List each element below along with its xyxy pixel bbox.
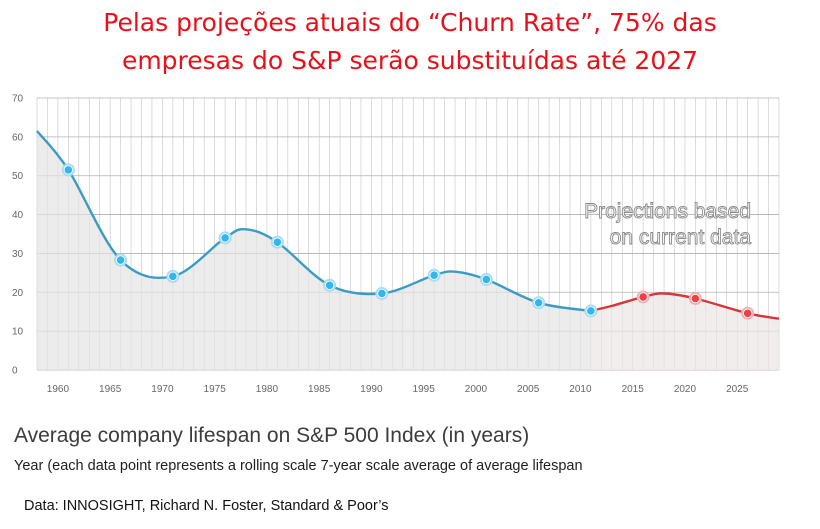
projection-point bbox=[743, 308, 753, 318]
y-tick-label: 30 bbox=[12, 249, 24, 260]
projection-area bbox=[590, 293, 779, 370]
history-point bbox=[586, 306, 596, 316]
projection-point bbox=[690, 293, 700, 304]
x-axis-ticks: 1960 1965 1970 1975 1980 1985 1990 1995 2000 2005… bbox=[47, 384, 749, 395]
annotation-line: on current data bbox=[610, 226, 752, 249]
history-point bbox=[272, 237, 282, 247]
x-tick-label: 1970 bbox=[151, 384, 174, 395]
history-point bbox=[377, 288, 387, 299]
headline-line-2: empresas do S&P serão substituídas até 2… bbox=[121, 46, 699, 75]
chart-caption-subtitle: Year (each data point represents a rolli… bbox=[14, 458, 583, 474]
x-tick-label: 1985 bbox=[308, 384, 331, 395]
lifespan-chart: 0 10 20 30 40 50 60 70 1960 1965 1970 1975 1980 1985… bbox=[12, 94, 780, 395]
chart-caption-title: Average company lifespan on S&P 500 Inde… bbox=[14, 424, 530, 447]
y-tick-label: 50 bbox=[12, 171, 24, 182]
y-axis-ticks: 0 10 20 30 40 50 60 70 bbox=[12, 94, 24, 377]
history-point bbox=[116, 255, 126, 265]
x-tick-label: 2015 bbox=[622, 384, 645, 395]
chart-markers bbox=[61, 163, 755, 320]
x-tick-label: 1995 bbox=[413, 384, 436, 395]
x-tick-label: 1965 bbox=[99, 384, 122, 395]
x-tick-label: 2020 bbox=[674, 384, 697, 395]
x-tick-label: 1990 bbox=[360, 384, 383, 395]
x-tick-label: 1980 bbox=[256, 384, 279, 395]
y-tick-label: 10 bbox=[12, 327, 24, 338]
y-tick-label: 20 bbox=[12, 288, 24, 299]
x-tick-label: 2000 bbox=[465, 384, 488, 395]
projection-annotation: Projections based on current data bbox=[584, 200, 752, 250]
history-point bbox=[63, 165, 73, 175]
history-point bbox=[325, 280, 335, 290]
x-tick-label: 1960 bbox=[47, 384, 70, 395]
history-point bbox=[429, 270, 439, 280]
projection-point bbox=[638, 292, 648, 302]
history-area bbox=[37, 131, 591, 370]
x-tick-label: 2025 bbox=[726, 384, 749, 395]
data-source: Data: INNOSIGHT, Richard N. Foster, Stan… bbox=[24, 498, 389, 514]
x-tick-label: 2010 bbox=[569, 384, 592, 395]
y-tick-label: 0 bbox=[12, 366, 18, 377]
history-point bbox=[168, 271, 178, 281]
history-point bbox=[534, 298, 544, 308]
y-tick-label: 70 bbox=[12, 94, 24, 105]
x-tick-label: 1975 bbox=[204, 384, 227, 395]
history-point bbox=[481, 274, 491, 285]
headline-line-1: Pelas projeções atuais do “Churn Rate”, … bbox=[103, 8, 717, 37]
headline: Pelas projeções atuais do “Churn Rate”, … bbox=[0, 4, 820, 80]
y-tick-label: 60 bbox=[12, 132, 24, 143]
chart-area bbox=[37, 131, 779, 370]
history-point bbox=[220, 233, 230, 243]
y-tick-label: 40 bbox=[12, 210, 24, 221]
annotation-line: Projections based bbox=[584, 200, 751, 223]
x-tick-label: 2005 bbox=[517, 384, 540, 395]
